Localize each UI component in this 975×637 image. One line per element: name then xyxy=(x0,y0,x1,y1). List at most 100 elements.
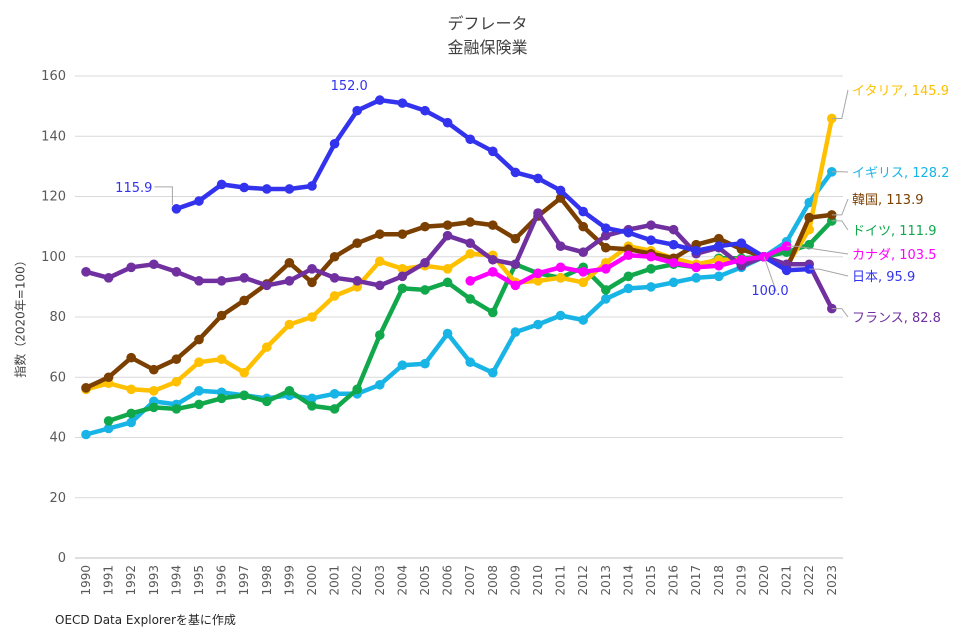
x-tick-label: 2005 xyxy=(418,565,432,596)
data-point xyxy=(714,271,724,282)
data-point xyxy=(352,276,363,286)
data-point xyxy=(194,386,204,396)
data-point xyxy=(194,276,204,286)
x-tick-label: 2016 xyxy=(667,565,681,596)
data-point xyxy=(533,268,543,279)
x-tick-label: 2014 xyxy=(621,565,635,596)
data-point xyxy=(284,257,295,268)
data-point xyxy=(375,95,385,105)
x-tick-label: 2007 xyxy=(463,565,477,596)
data-point xyxy=(442,220,453,230)
x-tick-label: 1992 xyxy=(124,565,138,596)
data-point xyxy=(194,399,204,410)
data-point xyxy=(578,206,588,217)
data-point xyxy=(262,342,272,352)
data-point xyxy=(510,233,521,244)
data-point xyxy=(126,262,136,273)
data-point xyxy=(601,230,611,241)
x-tick-label: 2019 xyxy=(734,565,748,596)
data-point xyxy=(284,276,295,286)
data-point xyxy=(103,416,114,426)
data-point xyxy=(736,238,747,248)
data-point xyxy=(555,262,566,273)
x-tick-label: 1994 xyxy=(169,565,183,596)
leader-line xyxy=(154,186,173,205)
y-tick-label: 100 xyxy=(41,250,66,265)
data-point xyxy=(623,283,634,294)
data-point xyxy=(194,357,204,367)
data-point xyxy=(668,239,679,250)
data-point xyxy=(126,417,136,428)
data-point xyxy=(646,220,656,230)
data-point xyxy=(646,235,656,245)
data-point xyxy=(465,276,476,286)
data-point xyxy=(103,273,114,283)
y-tick-label: 60 xyxy=(49,370,66,385)
data-point xyxy=(465,294,476,304)
data-point xyxy=(714,233,724,244)
source-note: OECD Data Explorerを基に作成 xyxy=(55,613,236,627)
data-point xyxy=(397,283,408,294)
x-tick-label: 1999 xyxy=(282,565,296,596)
data-point xyxy=(375,229,385,239)
data-point xyxy=(397,271,408,282)
data-point xyxy=(442,230,453,241)
data-point xyxy=(216,354,227,364)
data-point xyxy=(804,212,814,223)
data-point xyxy=(646,251,656,262)
data-point xyxy=(601,242,611,253)
y-tick-label: 160 xyxy=(41,69,66,84)
data-point xyxy=(375,280,385,291)
data-point xyxy=(103,423,114,434)
data-point xyxy=(601,223,611,233)
data-point xyxy=(171,404,182,414)
data-point xyxy=(578,277,588,288)
data-point xyxy=(375,379,385,390)
leader-line xyxy=(831,198,849,216)
series-line xyxy=(83,116,835,394)
data-point xyxy=(397,98,408,108)
end-label: ドイツ, 111.9 xyxy=(852,224,936,239)
data-point xyxy=(714,241,724,252)
data-point xyxy=(691,245,701,256)
x-tick-label: 1995 xyxy=(192,565,206,596)
data-point xyxy=(194,196,204,206)
data-point xyxy=(307,312,317,322)
data-point xyxy=(465,134,476,145)
data-point xyxy=(555,273,566,283)
data-point xyxy=(601,264,611,274)
data-point xyxy=(488,307,498,318)
x-tick-label: 1990 xyxy=(79,565,93,596)
data-point xyxy=(239,273,249,283)
data-point xyxy=(533,208,543,218)
data-point xyxy=(352,105,363,116)
data-point xyxy=(329,291,340,301)
data-point xyxy=(329,251,340,262)
x-tick-label: 2011 xyxy=(554,565,568,596)
point-label: 100.0 xyxy=(751,284,788,299)
data-point xyxy=(194,334,204,345)
data-point xyxy=(284,319,295,330)
data-point xyxy=(668,257,679,268)
data-point xyxy=(578,247,588,258)
x-tick-label: 2004 xyxy=(395,565,409,596)
data-point xyxy=(284,184,295,194)
data-point xyxy=(81,382,91,393)
x-tick-label: 2008 xyxy=(486,565,500,596)
y-tick-label: 20 xyxy=(49,491,66,506)
data-point xyxy=(239,295,249,306)
data-point xyxy=(533,276,543,286)
data-point xyxy=(307,393,317,404)
data-point xyxy=(442,117,453,128)
data-point xyxy=(714,260,724,271)
data-point xyxy=(262,184,272,194)
x-tick-label: 2020 xyxy=(757,565,771,596)
data-point xyxy=(736,254,747,265)
data-point xyxy=(420,221,430,232)
data-point xyxy=(442,264,453,274)
data-point xyxy=(81,267,91,277)
data-point xyxy=(262,280,272,291)
data-point xyxy=(555,310,566,321)
data-point xyxy=(262,396,272,407)
